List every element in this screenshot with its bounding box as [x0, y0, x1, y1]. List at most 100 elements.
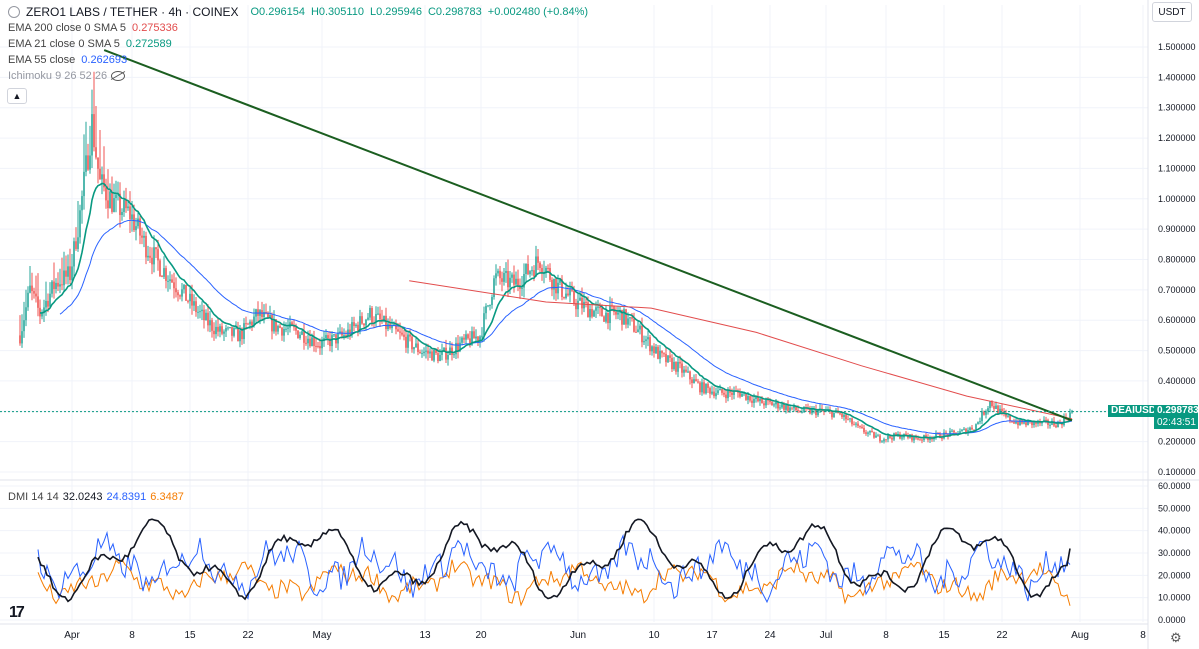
candle-body — [59, 284, 61, 287]
candle-body — [19, 335, 21, 344]
time-axis-label: Aug — [1071, 630, 1089, 641]
candle-body — [195, 301, 197, 313]
candle-body — [677, 361, 679, 372]
trendline — [103, 49, 1073, 422]
time-axis-label: 22 — [996, 630, 1008, 641]
tradingview-logo[interactable]: 17 — [9, 604, 25, 621]
candle-body — [33, 291, 35, 294]
candle-body — [1055, 425, 1057, 428]
candle-body — [49, 293, 51, 307]
candle-body — [719, 388, 721, 391]
candle-body — [683, 369, 685, 373]
time-axis-label: Apr — [64, 630, 80, 641]
candle-body — [77, 237, 79, 249]
candle-body — [729, 390, 731, 393]
candle-body — [151, 257, 153, 265]
candle-body — [963, 428, 965, 430]
candle-body — [365, 319, 367, 326]
candle-body — [667, 355, 669, 363]
candle-body — [45, 300, 47, 308]
candle-body — [139, 218, 141, 236]
candle-body — [469, 338, 471, 345]
ema55-legend[interactable]: EMA 55 close 0.262693 — [8, 54, 127, 66]
dmi-axis-label: 30.0000 — [1158, 548, 1191, 558]
candle-body — [299, 334, 301, 339]
time-axis-label: 15 — [938, 630, 950, 641]
candle-body — [403, 334, 405, 337]
candle-body — [405, 336, 407, 348]
candle-body — [711, 391, 713, 394]
candle-body — [603, 316, 605, 322]
ema21-legend[interactable]: EMA 21 close 0 SMA 5 0.272589 — [8, 38, 172, 50]
candle-body — [211, 320, 213, 331]
candle-body — [547, 267, 549, 269]
candle-body — [591, 309, 593, 317]
dmi-label: DMI 14 14 — [8, 491, 59, 503]
candle-body — [523, 274, 525, 288]
candle-body — [147, 255, 149, 258]
candle-body — [297, 330, 299, 339]
candle-body — [1009, 415, 1011, 422]
candle-body — [395, 324, 397, 330]
candle-body — [133, 214, 135, 231]
ichimoku-legend[interactable]: Ichimoku 9 26 52 26 — [8, 70, 126, 82]
candle-body — [609, 305, 611, 324]
candle-body — [649, 337, 651, 352]
candle-body — [443, 347, 445, 351]
candle-body — [641, 325, 643, 343]
symbol-title[interactable]: ZERO1 LABS / TETHER · 4h · COINEX — [26, 5, 239, 19]
candle-body — [419, 351, 421, 354]
candle-body — [89, 155, 91, 170]
candle-body — [877, 435, 879, 437]
currency-selector[interactable]: USDT — [1152, 2, 1192, 22]
candle-body — [169, 279, 171, 281]
candle-body — [361, 316, 363, 324]
price-axis-label: 0.400000 — [1158, 376, 1196, 386]
candle-body — [1045, 419, 1047, 421]
candle-body — [943, 432, 945, 439]
candle-body — [185, 284, 187, 301]
candle-body — [801, 411, 803, 413]
candle-body — [725, 394, 727, 399]
candle-body — [1015, 421, 1017, 424]
candle-body — [929, 438, 931, 441]
candle-body — [267, 312, 269, 318]
candle-body — [525, 263, 527, 275]
candle-body — [121, 211, 123, 216]
candle-body — [363, 323, 365, 326]
candle-body — [465, 334, 467, 340]
candle-body — [537, 256, 539, 263]
candles-group — [19, 71, 1073, 444]
candle-body — [535, 256, 537, 277]
candle-body — [1069, 412, 1071, 419]
candle-body — [349, 329, 351, 336]
ema200-legend[interactable]: EMA 200 close 0 SMA 5 0.275336 — [8, 22, 178, 34]
candle-body — [455, 342, 457, 355]
gear-icon[interactable]: ⚙ — [1170, 630, 1182, 645]
candle-body — [445, 347, 447, 360]
price-axis-label: 0.900000 — [1158, 224, 1196, 234]
candle-body — [621, 310, 623, 325]
time-axis-label: 20 — [475, 630, 487, 641]
dmi-axis-label: 10.0000 — [1158, 593, 1191, 603]
candle-body — [463, 337, 465, 340]
candle-body — [585, 301, 587, 303]
collapse-legend-button[interactable]: ▲ — [7, 88, 27, 104]
candle-body — [51, 281, 53, 294]
candle-body — [479, 336, 481, 341]
candle-body — [145, 235, 147, 258]
candle-body — [721, 388, 723, 393]
dmi-legend[interactable]: DMI 14 14 32.0243 24.8391 6.3487 — [8, 491, 184, 503]
eye-hidden-icon[interactable] — [110, 71, 126, 81]
candle-body — [491, 297, 493, 306]
candle-body — [359, 316, 361, 331]
candle-body — [399, 331, 401, 333]
candle-body — [777, 401, 779, 409]
candle-body — [859, 425, 861, 427]
candle-body — [571, 289, 573, 291]
candle-body — [115, 194, 117, 199]
candle-body — [575, 303, 577, 310]
candle-body — [501, 278, 503, 282]
candle-body — [111, 191, 113, 212]
